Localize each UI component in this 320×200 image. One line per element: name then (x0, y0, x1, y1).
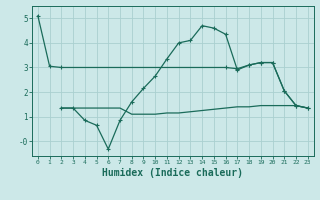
X-axis label: Humidex (Indice chaleur): Humidex (Indice chaleur) (102, 168, 243, 178)
